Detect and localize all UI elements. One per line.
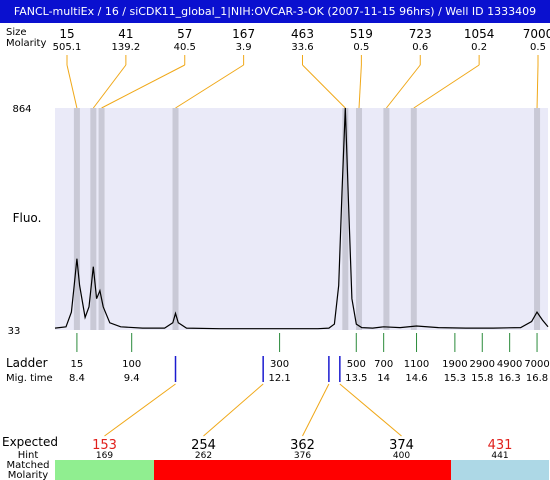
y-axis-label: Fluo. [13,211,42,225]
peak-connector [413,64,480,109]
peak-band [172,108,179,330]
peak-size-label: 7000 [523,27,550,41]
peak-connector [302,64,346,109]
peak-connector [101,64,185,109]
plot-area [54,107,549,382]
peak-connector [175,64,244,109]
peak-band [410,108,417,330]
molarity-row-label-bottom: Molarity [8,470,48,480]
peak-molarity-label: 0.2 [471,42,487,53]
hint-value: 376 [294,451,311,461]
ladder-time-label: 15.3 [444,373,466,384]
peak-band [73,108,80,330]
peak-molarity-label: 139.2 [112,42,141,53]
peak-molarity-label: 40.5 [174,42,196,53]
ladder-size-label: 700 [374,359,393,370]
ladder-time-label: 9.4 [124,373,140,384]
peak-connector [536,64,539,109]
matched-cell [253,460,352,480]
results-table [55,460,549,480]
peak-size-label: 167 [232,27,255,41]
matched-row-label: Matched [6,460,49,471]
ladder-size-label: 2900 [470,359,495,370]
peak-molarity-label: 0.5 [353,42,369,53]
peak-size-label: 723 [409,27,432,41]
ladder-time-label: 16.8 [526,373,548,384]
matched-cell [352,460,451,480]
ladder-size-label: 100 [122,359,141,370]
peak-band [383,108,390,330]
ladder-time-label: 16.3 [499,373,521,384]
peak-connector [386,64,421,109]
peak-band [98,108,105,330]
expected-connector [302,383,330,437]
hint-value: 441 [491,451,508,461]
molarity-row-label: Molarity [6,38,46,49]
ladder-time-label: 12.1 [268,373,290,384]
peak-size-label: 57 [177,27,192,41]
peak-molarity-label: 0.6 [412,42,428,53]
ladder-time-label: 13.5 [345,373,367,384]
matched-cell [154,460,253,480]
matched-cell [451,460,549,480]
peak-connector [358,64,362,109]
ladder-size-label: 4900 [497,359,522,370]
peak-band [534,108,541,330]
y-tick-label: 33 [8,326,21,337]
ladder-time-label: 8.4 [69,373,85,384]
mig-time-label: Mig. time [6,373,53,384]
chart-title: FANCL-multiEx / 16 / siCDK11_global_1|NI… [0,0,550,23]
ladder-size-label: 500 [347,359,366,370]
size-row-label: Size [6,27,27,38]
peak-size-label: 41 [118,27,133,41]
peak-molarity-label: 0.5 [530,42,546,53]
connectors-layer [66,55,539,437]
hint-value: 400 [393,451,410,461]
peak-band [356,108,363,330]
peak-band [90,108,97,330]
expected-value: 254 [191,438,216,453]
ladder-label: Ladder [6,356,48,370]
expected-connector [104,383,176,437]
fluorescence-trace [54,107,549,330]
expected-value: 431 [488,438,513,453]
peak-connector [92,64,127,109]
ladder-size-label: 1100 [404,359,429,370]
plot-background [55,108,548,330]
ladder-size-label: 7000 [524,359,549,370]
matched-cell [55,460,154,480]
hint-row-label: Hint [18,450,39,461]
y-tick-label: 864 [12,104,31,115]
peak-size-label: 15 [59,27,74,41]
expected-connector [339,383,402,437]
ladder-time-label: 15.8 [471,373,493,384]
peak-molarity-label: 505.1 [53,42,82,53]
expected-value: 374 [389,438,414,453]
ladder-size-label: 300 [270,359,289,370]
expected-connector [203,383,264,437]
peak-band [342,108,349,330]
expected-value: 153 [92,438,117,453]
peak-molarity-label: 3.9 [236,42,252,53]
ladder-time-label: 14 [377,373,390,384]
hint-value: 169 [96,451,113,461]
peak-connector [66,64,78,109]
ladder-size-label: 1900 [442,359,467,370]
peak-size-label: 1054 [464,27,495,41]
expected-value: 362 [290,438,315,453]
peak-size-label: 519 [350,27,373,41]
expected-row-label: Expected [2,435,58,449]
ladder-size-label: 15 [71,359,84,370]
ladder-time-label: 14.6 [405,373,427,384]
peak-molarity-label: 33.6 [291,42,313,53]
peak-size-label: 463 [291,27,314,41]
hint-value: 262 [195,451,212,461]
